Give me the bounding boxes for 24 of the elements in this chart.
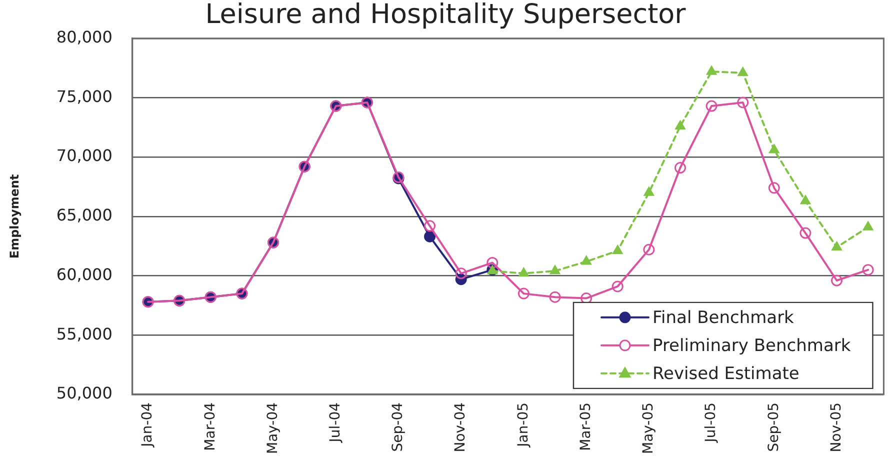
x-tick-label: Mar-04	[202, 402, 218, 451]
legend-label: Preliminary Benchmark	[652, 336, 851, 356]
x-tick-label: Jul-04	[328, 402, 344, 444]
x-tick-label: May-05	[640, 402, 657, 454]
x-tick-label: Nov-05	[828, 402, 844, 452]
y-tick-label: 70,000	[56, 146, 112, 166]
y-tick-label: 65,000	[56, 206, 112, 225]
legend-label: Final Benchmark	[652, 308, 794, 328]
x-tick-label: Jan-05	[515, 402, 532, 448]
y-axis-title: Employment	[7, 174, 22, 259]
y-tick-label: 75,000	[56, 86, 112, 106]
y-tick-label: 80,000	[56, 28, 112, 47]
y-tick-label: 60,000	[56, 264, 112, 284]
x-tick-label: Jan-04	[140, 402, 156, 448]
x-tick-label: Jul-05	[703, 402, 720, 444]
legend-label: Revised Estimate	[652, 364, 800, 384]
x-tick-label: Nov-04	[452, 402, 469, 452]
chart-title: Leisure and Hospitality Supersector	[205, 0, 687, 30]
x-tick-label: Sep-05	[766, 402, 782, 452]
x-tick-label: May-04	[264, 402, 281, 454]
y-tick-label: 50,000	[56, 384, 112, 403]
x-tick-label: Sep-04	[390, 402, 406, 452]
x-tick-label: Mar-05	[578, 402, 594, 451]
y-tick-label: 55,000	[56, 324, 112, 344]
